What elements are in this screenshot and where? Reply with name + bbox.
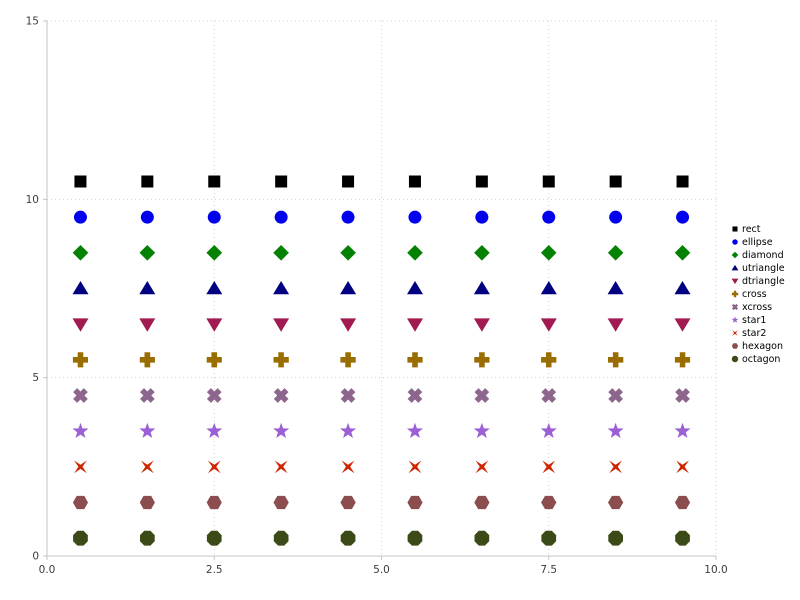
legend-label: cross: [742, 289, 767, 300]
svg-text:5.0: 5.0: [373, 564, 390, 576]
legend-marker-ellipse-icon: [732, 239, 738, 245]
legend-item-octagon: octagon: [731, 354, 780, 365]
svg-text:10.0: 10.0: [704, 564, 727, 576]
legend-label: xcross: [742, 302, 772, 313]
series-cross: [72, 352, 691, 368]
legend-marker-rect-icon: [732, 226, 738, 232]
legend-marker-star2-icon: [732, 330, 738, 336]
legend-item-utriangle: utriangle: [731, 263, 785, 274]
svg-text:0: 0: [32, 551, 39, 563]
legend-marker-utriangle-icon: [731, 264, 739, 271]
x-tick-labels: 0.0 2.5 5.0 7.5 10.0: [39, 564, 728, 576]
series-ellipse: [73, 210, 690, 224]
svg-text:2.5: 2.5: [206, 564, 223, 576]
legend-label: dtriangle: [742, 276, 785, 287]
series-utriangle: [72, 281, 691, 295]
legend-item-ellipse: ellipse: [732, 237, 773, 248]
legend-marker-cross-icon: [731, 290, 739, 298]
svg-text:0.0: 0.0: [39, 564, 56, 576]
legend-marker-dtriangle-icon: [731, 278, 739, 285]
legend-marker-octagon-icon: [731, 355, 739, 363]
legend-item-rect: rect: [732, 224, 761, 235]
svg-text:10: 10: [26, 194, 39, 206]
legend-label: hexagon: [742, 341, 783, 352]
y-tick-labels: 0 5 10 15: [26, 16, 39, 563]
legend-item-diamond: diamond: [731, 250, 784, 261]
legend-label: utriangle: [742, 263, 785, 274]
series-rect: [74, 175, 689, 188]
series-diamond: [72, 245, 691, 261]
series-star2: [74, 460, 689, 474]
legend-marker-hexagon-icon: [731, 343, 739, 349]
legend-item-star2: star2: [732, 328, 766, 339]
legend-item-star1: star1: [731, 315, 766, 326]
legend-item-dtriangle: dtriangle: [731, 276, 785, 287]
legend-item-cross: cross: [731, 289, 767, 300]
legend-marker-xcross-icon: [731, 303, 739, 311]
svg-text:15: 15: [26, 16, 39, 28]
legend-marker-star1-icon: [731, 316, 739, 323]
legend: rect ellipse diamond utriangle dtriangle cros…: [731, 224, 785, 365]
legend-label: star2: [742, 328, 766, 339]
svg-text:5: 5: [32, 372, 39, 384]
series-xcross: [73, 388, 690, 403]
legend-label: octagon: [742, 354, 780, 365]
svg-text:7.5: 7.5: [540, 564, 557, 576]
legend-label: ellipse: [742, 237, 773, 248]
legend-item-xcross: xcross: [731, 302, 772, 313]
axes: [43, 20, 717, 560]
legend-item-hexagon: hexagon: [731, 341, 783, 352]
series-dtriangle: [72, 318, 691, 332]
series-hexagon: [72, 495, 691, 510]
series-star1: [72, 422, 691, 438]
legend-marker-diamond-icon: [731, 251, 739, 259]
legend-label: star1: [742, 315, 766, 326]
series-octagon: [73, 530, 690, 546]
legend-label: rect: [742, 224, 761, 235]
legend-label: diamond: [742, 250, 784, 261]
